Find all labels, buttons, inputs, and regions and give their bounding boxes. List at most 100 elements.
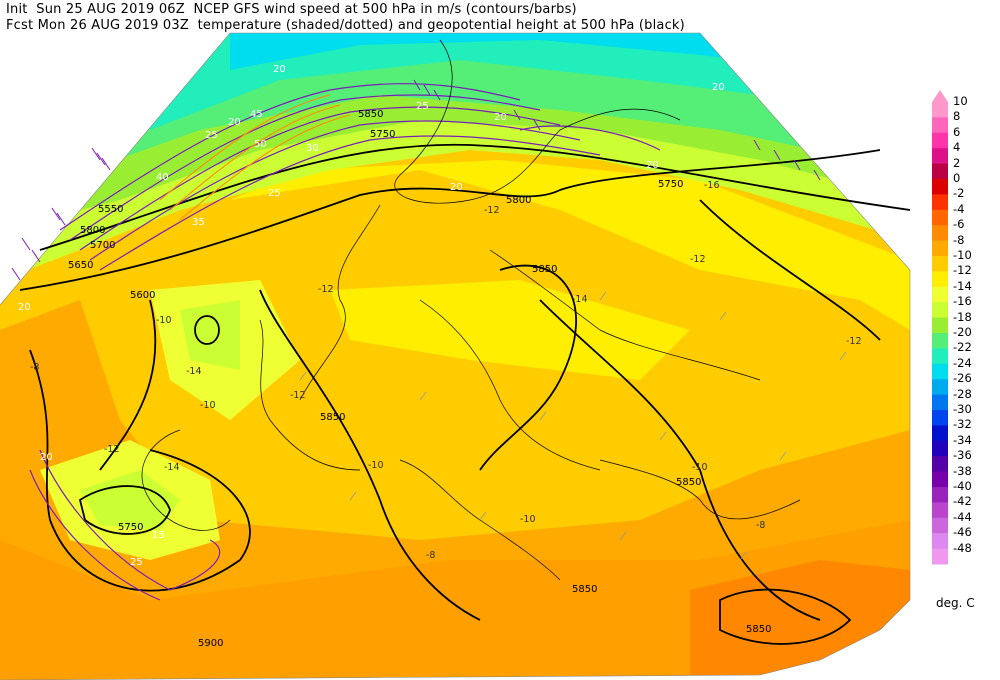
- colorbar-swatch: [932, 548, 948, 565]
- colorbar-swatch: [932, 487, 948, 503]
- colorbar-swatch: [932, 440, 948, 457]
- colorbar-level-label: -30: [953, 402, 972, 416]
- colorbar-level-label: -20: [953, 325, 972, 339]
- colorbar-swatch: [932, 363, 948, 380]
- colorbar-swatch: [932, 179, 948, 195]
- height-label: 5750: [370, 129, 395, 140]
- colorbar-level-label: -12: [953, 263, 972, 278]
- colorbar-swatch: [932, 379, 948, 396]
- colorbar-swatch: [932, 163, 948, 180]
- colorbar-swatch: [932, 394, 948, 411]
- colorbar-level-label: 10: [953, 94, 968, 108]
- wind-label: 20: [228, 117, 241, 128]
- height-label: 5850: [572, 584, 597, 595]
- colorbar-level-label: -14: [953, 278, 972, 293]
- colorbar-level-label: -26: [953, 371, 972, 386]
- colorbar-swatch: [932, 209, 948, 226]
- colorbar-level-label: -40: [953, 479, 972, 493]
- temperature-shading: [0, 33, 910, 680]
- wind-label: 20: [646, 160, 659, 171]
- temp-label: -16: [704, 180, 720, 191]
- wind-label: 20: [273, 64, 286, 75]
- height-label: 5850: [532, 264, 557, 275]
- header-line-1: Init Sun 25 AUG 2019 06Z NCEP GFS wind s…: [6, 2, 577, 17]
- colorbar-level-label: 8: [953, 109, 961, 124]
- height-label: 5850: [746, 624, 771, 635]
- colorbar-level-label: -2: [953, 186, 965, 201]
- temp-label: -14: [186, 366, 202, 377]
- height-label: 5750: [118, 522, 143, 533]
- colorbar-level-label: -44: [953, 509, 972, 524]
- colorbar-level-label: -48: [953, 540, 972, 555]
- temp-label: -10: [156, 315, 172, 326]
- wind-label: 25: [130, 557, 143, 568]
- wind-label: 20: [18, 302, 31, 313]
- height-labels: 5850 5750 5800 5700 5650 5550 5600 5850 …: [68, 109, 771, 649]
- wind-label: 50: [254, 139, 267, 150]
- colorbar-swatch: [932, 456, 948, 473]
- colorbar-swatch: [932, 517, 948, 534]
- wind-label: 20: [450, 182, 463, 193]
- temp-label: -12: [104, 444, 120, 455]
- colorbar-level-label: -10: [953, 248, 972, 262]
- colorbar-level-label: -38: [953, 463, 972, 478]
- temp-label: -8: [30, 362, 39, 373]
- colorbar: [932, 90, 948, 565]
- temp-label: -8: [756, 520, 765, 531]
- wind-label: 40: [156, 172, 169, 183]
- height-label: 5750: [658, 179, 683, 190]
- temp-label: -10: [200, 400, 216, 411]
- temp-label: -10: [520, 514, 536, 525]
- wind-label: 30: [306, 143, 319, 154]
- colorbar-swatch: [932, 286, 948, 303]
- colorbar-unit: deg. C: [936, 596, 975, 610]
- colorbar-swatch: [932, 194, 948, 211]
- colorbar-level-label: -8: [953, 232, 965, 247]
- colorbar-swatch: [932, 333, 948, 349]
- coastlines: [141, 39, 801, 581]
- wind-label: 20: [40, 452, 53, 463]
- colorbar-level-label: -28: [953, 386, 972, 401]
- wind-label: 15: [152, 530, 165, 541]
- height-label: 5850: [676, 477, 701, 488]
- wind-label: 25: [268, 188, 281, 199]
- temp-label: -12: [484, 205, 500, 216]
- map-domain-border: [0, 32, 911, 680]
- colorbar-level-label: -34: [953, 432, 972, 447]
- wind-label: 20: [712, 82, 725, 93]
- height-contours: [19, 143, 911, 645]
- colorbar-level-label: 0: [953, 171, 961, 185]
- colorbar-level-label: 2: [953, 155, 961, 170]
- weak-wind-barbs: [299, 291, 847, 561]
- colorbar-swatch: [932, 425, 948, 442]
- colorbar-swatch: [932, 117, 948, 134]
- temperature-labels: -12 -14 -12 -10 -12 -8 -12 -14 -10 -16 -…: [30, 180, 862, 561]
- height-label: 5650: [68, 260, 93, 271]
- colorbar-swatch: [932, 102, 948, 118]
- wind-label: 25: [416, 101, 429, 112]
- height-label: 5850: [358, 109, 383, 120]
- colorbar-level-label: -42: [953, 494, 972, 509]
- wind-labels: 20 25 20 35 40 45 50 25 30 20 25 20 15 2…: [18, 64, 725, 568]
- height-label: 5850: [320, 412, 345, 423]
- colorbar-level-label: -32: [953, 417, 972, 432]
- colorbar-level-label: -46: [953, 525, 972, 540]
- colorbar-level-label: -22: [953, 340, 972, 355]
- header-line-2: Fcst Mon 26 AUG 2019 03Z temperature (sh…: [6, 18, 685, 33]
- colorbar-swatch: [932, 132, 948, 149]
- temp-label: -10: [692, 462, 708, 473]
- colorbar-arrow: [932, 90, 948, 102]
- colorbar-level-label: -18: [953, 309, 972, 324]
- colorbar-swatch: [932, 271, 948, 288]
- colorbar-swatch: [932, 225, 948, 242]
- wind-label: 20: [494, 112, 507, 123]
- wind-label: 25: [205, 130, 218, 141]
- colorbar-swatch: [932, 148, 948, 165]
- height-label: 5600: [130, 290, 155, 301]
- colorbar-swatch: [932, 410, 948, 426]
- colorbar-level-label: -36: [953, 448, 972, 463]
- temp-label: -8: [426, 550, 435, 561]
- temp-label: -14: [164, 462, 180, 473]
- height-label: 5550: [98, 204, 123, 215]
- colorbar-swatch: [932, 471, 948, 488]
